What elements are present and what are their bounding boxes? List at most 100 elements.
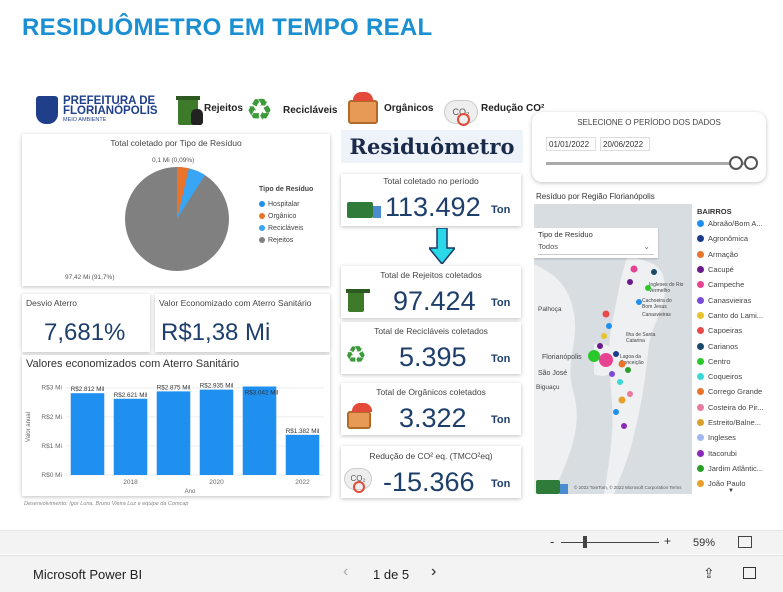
next-page-icon[interactable]: › <box>431 563 437 580</box>
map-legend-dot <box>697 342 704 350</box>
pie-chart[interactable] <box>122 164 232 274</box>
fit-page-icon[interactable] <box>738 536 752 548</box>
map-legend-item[interactable]: Costeira do Pir... <box>697 400 772 415</box>
map-legend-item[interactable]: Coqueiros <box>697 369 772 384</box>
pie-label-top: 0,1 Mi (0,09%) <box>152 157 195 164</box>
logo-line2: FLORIANÓPOLIS <box>63 105 158 117</box>
kpi-unit: Ton <box>491 478 511 490</box>
map-markers <box>588 265 657 429</box>
legend-item: Rejeitos <box>259 234 303 246</box>
share-icon[interactable]: ⇪ <box>703 565 715 581</box>
x-tick-label: 2018 <box>123 479 138 486</box>
prev-page-icon[interactable]: ‹ <box>343 563 349 580</box>
map-legend-item[interactable]: Armação <box>697 247 772 262</box>
map-legend-item[interactable]: Canasvieiras <box>697 292 772 307</box>
map-legend-item[interactable]: João Paulo <box>697 476 772 491</box>
map-legend[interactable]: Abraão/Bom A... Agronômica Armação Cacupé Ca… <box>697 216 772 491</box>
map-legend-label: João Paulo <box>708 479 746 489</box>
map-card[interactable]: Resíduo por Região Florianópolis Tipo de… <box>534 190 772 500</box>
date-start-input[interactable]: 01/01/2022 <box>546 137 596 151</box>
valor-economizado-card: Valor Economizado com Aterro Sanitário R… <box>155 294 330 352</box>
legend-dot <box>259 201 265 207</box>
bar <box>285 434 320 475</box>
map-legend-label: Jardim Atlântic... <box>708 463 764 473</box>
date-filter-card[interactable]: SELECIONE O PERÍODO DOS DADOS 01/01/2022… <box>532 112 766 182</box>
date-filter-title: SELECIONE O PERÍODO DOS DADOS <box>577 118 721 127</box>
bar-data-label: R$3.042 Mil <box>245 390 279 397</box>
kpi-unit: Ton <box>491 297 511 309</box>
bar-chart-card[interactable]: Valores economizados com Aterro Sanitári… <box>22 355 330 496</box>
y-axis-label: Valor anual <box>26 412 32 442</box>
map-legend-item[interactable]: Abraão/Bom A... <box>697 216 772 231</box>
map-legend-item[interactable]: Capoeiras <box>697 323 772 338</box>
map-filter-label: Tipo de Resíduo <box>538 230 593 239</box>
crate-icon <box>347 403 372 429</box>
map-label: Canasvieiras <box>642 312 671 318</box>
map-legend-title: BAIRROS <box>697 207 732 216</box>
kpi-value: 97.424 <box>393 286 476 316</box>
map-legend-item[interactable]: Jardim Atlântic... <box>697 461 772 476</box>
map-legend-item[interactable]: Campeche <box>697 277 772 292</box>
bar <box>242 386 277 475</box>
y-tick-label: R$2 Mi <box>41 414 62 421</box>
map-legend-item[interactable]: Corrego Grande <box>697 384 772 399</box>
legend-item: Recicláveis <box>259 222 303 234</box>
zoom-in-button[interactable]: + <box>664 534 672 548</box>
map-legend-item[interactable]: Ingleses <box>697 430 772 445</box>
map-legend-item[interactable]: Cacupé <box>697 262 772 277</box>
kpi-title: Redução de CO² eq. (TMCO²eq) <box>369 451 493 461</box>
brand-box: Residuômetro <box>341 130 523 163</box>
map-view[interactable]: Tipo de Resíduo Todos ⌄ Ingleses do Rio … <box>534 204 692 494</box>
bar-chart[interactable]: R$0 Mi R$1 Mi R$2 Mi R$3 Mi Valor anual R$2.8… <box>22 355 330 496</box>
map-legend-label: Abraão/Bom A... <box>708 219 763 229</box>
bar-data-label: R$2.935 Mil <box>200 383 234 390</box>
kpi-title: Total de Recicláveis coletados <box>374 326 488 336</box>
date-slider-handle-start[interactable] <box>729 156 743 170</box>
date-slider-handle-end[interactable] <box>744 156 758 170</box>
pie-legend-title: Tipo de Resíduo <box>259 186 314 193</box>
trash-bag-icon <box>191 109 203 125</box>
map-legend-item[interactable]: Itacorubi <box>697 445 772 460</box>
legend-scroll-down-icon[interactable]: ▼ <box>728 488 734 494</box>
map-legend-label: Corrego Grande <box>708 387 763 397</box>
bar-data-label: R$1.382 Mil <box>286 428 320 435</box>
map-filter-select[interactable]: Todos <box>538 242 654 255</box>
date-slider-track[interactable] <box>546 162 744 165</box>
map-legend-dot <box>697 357 704 365</box>
desvio-title: Desvio Aterro <box>26 298 78 308</box>
truck-icon <box>347 202 381 218</box>
bar-data-label: R$2.875 Mil <box>157 384 191 391</box>
map-legend-dot <box>697 419 704 426</box>
kpi-organicos: Total de Orgânicos coletados 3.322 Ton <box>341 383 521 435</box>
map-filter-box[interactable]: Tipo de Resíduo Todos ⌄ <box>534 228 658 258</box>
kpi-title: Total de Rejeitos coletados <box>380 270 482 280</box>
map-legend-item[interactable]: Estreito/Balne... <box>697 415 772 430</box>
fullscreen-icon[interactable] <box>743 567 756 579</box>
category-reducao-co2: Redução CO² <box>481 103 545 114</box>
map-legend-item[interactable]: Canto do Lami... <box>697 308 772 323</box>
bar <box>70 393 105 475</box>
kpi-reciclaveis: Total de Recicláveis coletados ♻ 5.395 T… <box>341 322 521 374</box>
zoom-slider-thumb[interactable] <box>583 536 587 548</box>
date-end-input[interactable]: 20/06/2022 <box>600 137 650 151</box>
map-legend-item[interactable]: Agronômica <box>697 231 772 246</box>
zoom-out-button[interactable]: - <box>550 534 555 549</box>
legend-dot <box>259 225 265 231</box>
map-legend-item[interactable]: Carianos <box>697 338 772 353</box>
pie-chart-card[interactable]: Total coletado por Tipo de Resíduo 0,1 M… <box>22 134 330 286</box>
shield-icon <box>36 96 58 124</box>
category-rejeitos: Rejeitos <box>204 103 243 114</box>
zoom-slider-track[interactable] <box>561 542 659 543</box>
truck-icon <box>536 480 568 494</box>
pie-slice-organico <box>177 167 189 219</box>
pie-label-bottom: 97,42 Mi (91,7%) <box>65 274 115 281</box>
kpi-title: Total coletado no período <box>383 176 479 186</box>
map-legend-dot <box>697 281 704 289</box>
map-legend-item[interactable]: Centro <box>697 354 772 369</box>
legend-label: Hospitalar <box>268 200 300 208</box>
kpi-value: 113.492 <box>385 192 481 222</box>
footer-bar: Microsoft Power BI ‹ 1 de 5 › ⇪ <box>0 555 783 592</box>
kpi-unit: Ton <box>491 353 511 365</box>
map-label: Biguaçu <box>536 384 560 391</box>
map-legend-label: Agronômica <box>708 234 749 244</box>
